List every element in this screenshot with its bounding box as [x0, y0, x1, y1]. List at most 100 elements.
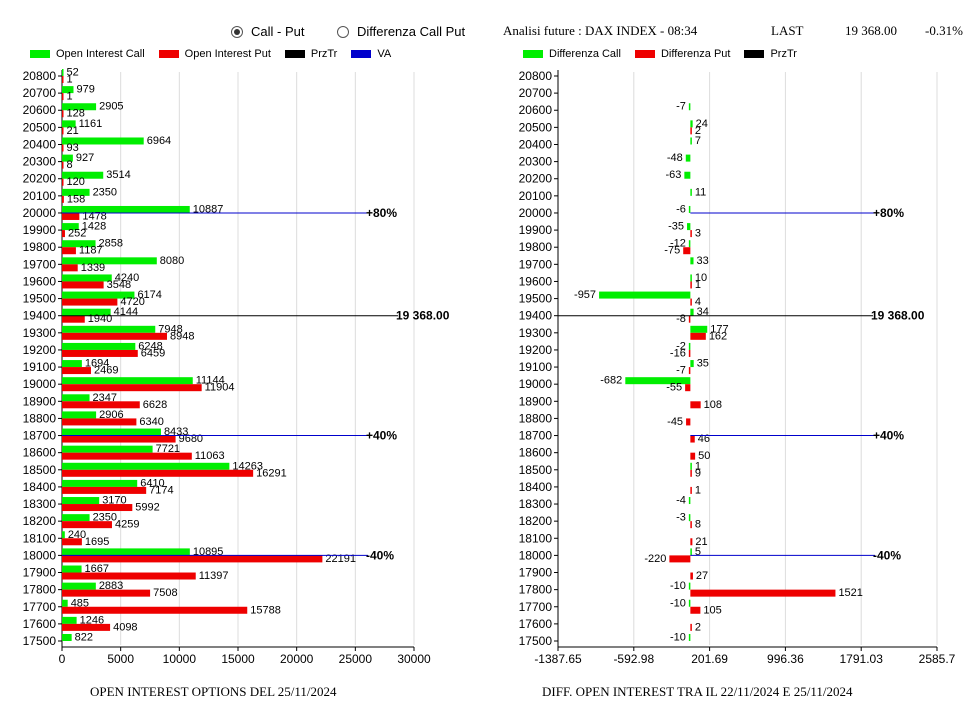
x-tick-label: 30000: [397, 652, 431, 666]
strike-label: 20700: [519, 86, 553, 100]
call-bar: [62, 171, 104, 179]
call-bar: [62, 154, 73, 162]
strike-label: 20800: [519, 69, 553, 83]
strike-label: 19100: [23, 360, 57, 374]
put-value-label: 2469: [94, 365, 118, 377]
call-value-label: -35: [668, 221, 684, 233]
left-legend-item: Open Interest Put: [158, 48, 271, 60]
put-bar: [683, 247, 691, 255]
legend-label: PrzTr: [310, 48, 338, 60]
put-value-label: 9: [695, 467, 701, 479]
call-value-label: 34: [697, 306, 709, 318]
strike-label: 19800: [23, 240, 57, 254]
call-bar: [62, 377, 193, 385]
strike-label: 17900: [519, 566, 553, 580]
x-tick-label: 2585.7: [919, 652, 956, 666]
call-value-label: 52: [67, 67, 79, 79]
call-bar: [690, 257, 694, 265]
put-value-label: 105: [703, 604, 721, 616]
put-bar: [62, 521, 112, 529]
strike-label: 18500: [23, 463, 57, 477]
strike-label: 20400: [23, 137, 57, 151]
call-value-label: 3170: [102, 495, 126, 507]
call-bar: [688, 514, 691, 522]
put-value-label: 1187: [79, 245, 103, 257]
strike-label: 19200: [519, 343, 553, 357]
put-bar: [686, 418, 691, 426]
put-value-label: -8: [676, 313, 686, 325]
legend-label: Differenza Put: [660, 48, 731, 60]
put-value-label: 252: [68, 228, 86, 240]
put-value-label: 162: [709, 330, 727, 342]
put-value-label: 27: [696, 570, 708, 582]
strike-label: 17700: [23, 600, 57, 614]
put-value-label: 5992: [135, 502, 159, 514]
put-bar: [688, 367, 691, 375]
radio-call-put[interactable]: Call - Put: [231, 24, 304, 39]
strike-label: 19700: [23, 257, 57, 271]
put-bar: [62, 195, 64, 203]
put-bar: [62, 367, 91, 375]
call-bar: [690, 462, 692, 470]
put-value-label: 4098: [113, 621, 137, 633]
put-value-label: 15788: [250, 604, 281, 616]
strike-label: 19200: [23, 343, 57, 357]
strike-label: 18800: [519, 411, 553, 425]
call-value-label: 240: [68, 529, 86, 541]
call-value-label: 7721: [156, 443, 180, 455]
strike-label: 20300: [23, 155, 57, 169]
call-bar: [62, 531, 65, 539]
put-bar: [62, 384, 202, 392]
strike-label: 18300: [23, 497, 57, 511]
strike-label: 19300: [23, 326, 57, 340]
radio-dot-call-put[interactable]: [231, 25, 243, 38]
put-value-label: 6340: [139, 416, 163, 428]
call-bar: [62, 223, 79, 231]
legend-swatch: [30, 50, 50, 58]
call-value-label: -2: [676, 340, 686, 352]
put-value-label: 46: [698, 433, 710, 445]
x-tick-label: 1791.03: [840, 652, 884, 666]
put-bar: [62, 76, 64, 83]
va-label: +40%: [873, 429, 904, 443]
put-bar: [62, 332, 167, 340]
left-legend-item: VA: [351, 48, 391, 60]
call-value-label: 1694: [85, 358, 109, 370]
open-interest-chart: 0 5000 10000 15000 20000 25000 30000 20800 20700…: [23, 67, 450, 667]
put-bar: [62, 486, 147, 494]
x-tick-label: 5000: [107, 652, 134, 666]
strike-label: 18400: [23, 480, 57, 494]
put-bar: [62, 93, 64, 101]
legend-swatch: [744, 50, 765, 58]
put-value-label: 128: [67, 108, 85, 120]
call-bar: [62, 325, 156, 333]
call-value-label: 4240: [115, 272, 139, 284]
last-change: -0.31%: [925, 23, 963, 38]
strike-label: 17500: [519, 634, 553, 648]
strike-label: 20200: [23, 172, 57, 186]
call-bar: [690, 137, 692, 145]
put-value-label: 120: [67, 176, 85, 188]
put-bar: [62, 589, 151, 597]
strike-label: 18600: [519, 446, 553, 460]
strike-label: 18700: [519, 429, 553, 443]
call-bar: [688, 599, 691, 607]
call-value-label: 14263: [232, 460, 263, 472]
radio-differenza-call-put[interactable]: Differenza Call Put: [337, 24, 465, 39]
put-value-label: -55: [666, 382, 682, 394]
put-bar: [690, 298, 692, 306]
call-bar: [599, 291, 691, 299]
call-value-label: 3514: [106, 169, 130, 181]
strike-label: 19900: [519, 223, 553, 237]
put-value-label: 1: [67, 91, 73, 103]
strike-label: 17600: [23, 617, 57, 631]
call-bar: [690, 188, 692, 196]
legend-swatch: [351, 50, 372, 58]
strike-label: 19000: [23, 377, 57, 391]
legend-swatch: [284, 50, 305, 58]
put-bar: [62, 127, 64, 135]
call-bar: [62, 342, 136, 350]
call-bar: [62, 565, 82, 573]
put-value-label: 3548: [107, 279, 131, 291]
radio-dot-differenza[interactable]: [337, 25, 349, 38]
